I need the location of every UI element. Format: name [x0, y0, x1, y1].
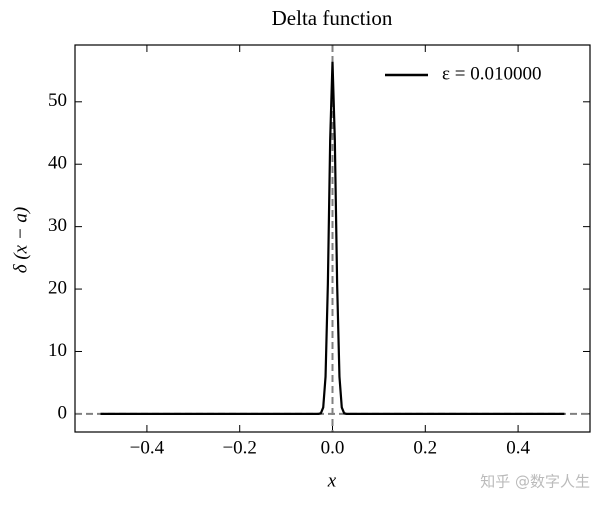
x-tick-label: 0.2: [413, 437, 437, 458]
legend-label: ε = 0.010000: [442, 63, 541, 84]
chart-title: Delta function: [272, 6, 393, 30]
y-axis-label: δ (x − a): [10, 207, 31, 274]
x-axis-label: x: [327, 470, 337, 491]
plot-frame: [74, 44, 591, 433]
y-tick-label: 40: [48, 153, 67, 174]
y-tick-label: 0: [58, 402, 68, 423]
x-tick-label: 0.4: [506, 437, 530, 458]
y-tick-label: 20: [48, 277, 67, 298]
x-tick-label: 0.0: [321, 437, 345, 458]
data-line: [100, 61, 565, 415]
y-tick-label: 50: [48, 90, 67, 111]
x-tick-label: −0.2: [222, 437, 256, 458]
watermark: 知乎 @数字人生: [480, 473, 590, 491]
y-tick-label: 10: [48, 340, 67, 361]
y-tick-label: 30: [48, 215, 67, 236]
x-tick-label: −0.4: [130, 437, 165, 458]
